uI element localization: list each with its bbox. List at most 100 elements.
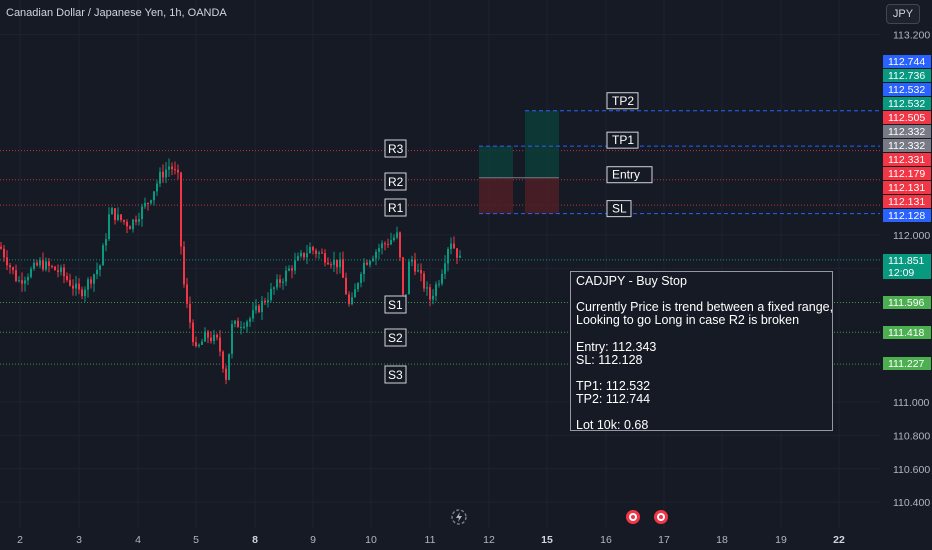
note-lot: Lot 10k: 0.68: [576, 418, 649, 433]
price-tag-bg: [883, 195, 931, 208]
candle: [351, 292, 353, 306]
candle: [195, 336, 197, 348]
candle: [87, 277, 89, 298]
price-tag: 112.128: [883, 209, 931, 222]
candle: [192, 319, 194, 347]
position-tool[interactable]: TP2 TP1 Entry SL: [479, 92, 880, 218]
candle: [411, 255, 413, 267]
candle-body: [441, 273, 443, 284]
level-label-r2[interactable]: R2: [384, 172, 407, 191]
candle: [366, 259, 368, 266]
candle: [120, 213, 122, 223]
candle-body: [96, 269, 98, 275]
candle: [12, 266, 14, 275]
level-label-s1[interactable]: S1: [384, 295, 407, 314]
time-tick-label: 8: [252, 534, 258, 546]
event-markers[interactable]: [451, 509, 668, 525]
candle-body: [336, 259, 338, 268]
position-2-loss-zone[interactable]: [525, 177, 559, 214]
candle: [312, 245, 314, 255]
price-tag: 112.532: [883, 83, 931, 96]
candle: [213, 329, 215, 345]
candle: [60, 264, 62, 276]
trade-label-sl[interactable]: SL: [606, 200, 632, 218]
candle-body: [408, 261, 410, 295]
candle-body: [39, 260, 41, 266]
level-label-s2[interactable]: S2: [384, 328, 407, 347]
price-tag-bg: [883, 97, 931, 110]
level-label-r1[interactable]: R1: [384, 198, 407, 217]
currency-button[interactable]: JPY: [886, 4, 920, 24]
candle-body: [18, 280, 20, 282]
candle-body: [357, 283, 359, 290]
position-2-profit-zone[interactable]: [525, 110, 559, 178]
candle-body: [126, 221, 128, 227]
candle: [288, 265, 290, 272]
level-label-text: R2: [388, 175, 404, 189]
candle-body: [201, 341, 203, 345]
candle: [276, 274, 278, 291]
candle: [63, 263, 65, 284]
price-tag-value: 112.532: [888, 98, 925, 110]
candle-body: [279, 279, 281, 283]
candle: [6, 250, 8, 271]
note-line-1: Currently Price is trend between a fixed…: [576, 300, 834, 315]
trade-label-tp1[interactable]: TP1: [606, 131, 639, 149]
candle-body: [351, 297, 353, 305]
candle-body: [231, 324, 233, 354]
candle: [165, 161, 167, 184]
price-tag-value: 112.505: [888, 112, 925, 124]
position-1-profit-zone[interactable]: [479, 146, 513, 178]
candle: [78, 278, 80, 295]
candle-body: [444, 263, 446, 274]
economic-event-icon[interactable]: [626, 510, 640, 524]
candle-body: [327, 262, 329, 265]
candle: [36, 259, 38, 267]
time-tick-label: 9: [310, 534, 316, 546]
candle: [279, 274, 281, 288]
price-tag-bg: [883, 111, 931, 124]
price-tag: 112.131: [883, 181, 931, 194]
level-label-r3[interactable]: R3: [384, 139, 407, 158]
candle-body: [321, 252, 323, 254]
candle-body: [72, 285, 74, 289]
candle-body: [204, 331, 206, 342]
candle-body: [177, 169, 179, 173]
candle: [435, 281, 437, 302]
trade-label-entry[interactable]: Entry: [606, 166, 653, 184]
candle-body: [345, 277, 347, 295]
flash-event-ring: [451, 509, 467, 525]
candle-body: [459, 255, 461, 258]
candle-body: [396, 232, 398, 238]
candle: [237, 317, 239, 328]
candle: [429, 283, 431, 307]
candle-body: [33, 262, 35, 269]
candle: [243, 322, 245, 330]
candle: [303, 252, 305, 261]
flash-event-icon[interactable]: [451, 509, 467, 525]
candle: [174, 161, 176, 175]
candle: [264, 297, 266, 306]
candle: [270, 282, 272, 303]
trade-label-tp2[interactable]: TP2: [606, 92, 639, 110]
trade-label-text: Entry: [612, 168, 640, 182]
candle: [318, 250, 320, 259]
candle: [21, 272, 23, 292]
candle-body: [168, 166, 170, 170]
candle-body: [282, 281, 284, 283]
candle-body: [288, 268, 290, 271]
position-1-loss-zone[interactable]: [479, 177, 513, 214]
candle: [48, 258, 50, 273]
candle-body: [342, 259, 344, 278]
candle: [99, 264, 101, 277]
candle: [207, 329, 209, 344]
economic-event-icon[interactable]: [654, 510, 668, 524]
candle: [282, 278, 284, 290]
candle-body: [318, 252, 320, 254]
candle-body: [276, 279, 278, 288]
price-tag-value: 111.227: [888, 358, 925, 370]
level-label-s3[interactable]: S3: [384, 365, 407, 384]
candle-body: [30, 268, 32, 278]
candle-body: [3, 248, 5, 258]
